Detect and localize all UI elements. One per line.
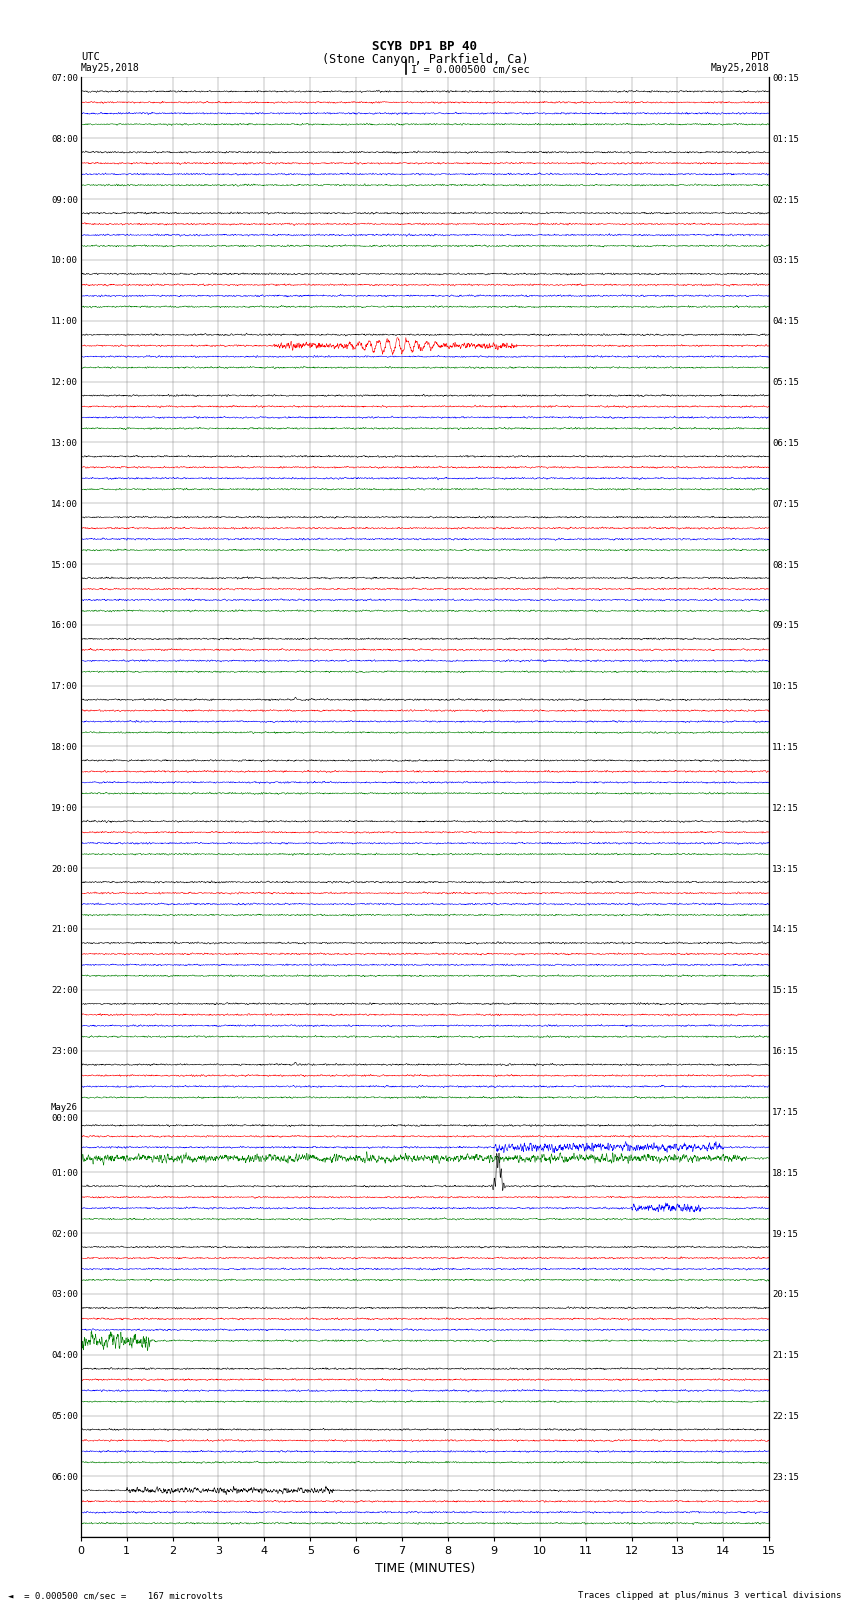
- Text: SCYB DP1 BP 40: SCYB DP1 BP 40: [372, 40, 478, 53]
- Text: ◄  = 0.000500 cm/sec =    167 microvolts: ◄ = 0.000500 cm/sec = 167 microvolts: [8, 1590, 224, 1600]
- Text: Traces clipped at plus/minus 3 vertical divisions: Traces clipped at plus/minus 3 vertical …: [578, 1590, 842, 1600]
- Text: UTC: UTC: [81, 52, 99, 61]
- Text: (Stone Canyon, Parkfield, Ca): (Stone Canyon, Parkfield, Ca): [321, 53, 529, 66]
- X-axis label: TIME (MINUTES): TIME (MINUTES): [375, 1561, 475, 1574]
- Text: May25,2018: May25,2018: [711, 63, 769, 73]
- Text: May25,2018: May25,2018: [81, 63, 139, 73]
- Text: PDT: PDT: [751, 52, 769, 61]
- Text: I = 0.000500 cm/sec: I = 0.000500 cm/sec: [411, 65, 530, 74]
